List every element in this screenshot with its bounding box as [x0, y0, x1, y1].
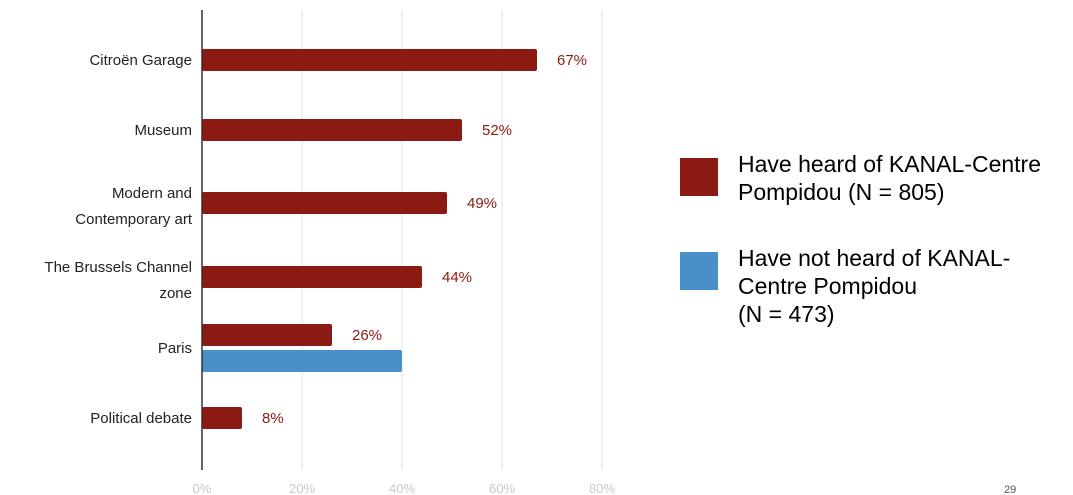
data-label-paris-series-1: 26%: [352, 327, 382, 344]
category-label-the-brussels-channel-zone: The Brussels Channel zone: [44, 259, 192, 302]
bar-the-brussels-channel-zone-series-1: [202, 266, 422, 288]
x-tick-labels: 0% 20% 40% 60% 80%: [193, 481, 616, 495]
bar-museum-series-1: [202, 119, 462, 141]
legend-item-not-heard: Have not heard of KANAL- Centre Pompidou…: [680, 244, 1070, 328]
bars: [202, 49, 537, 429]
data-label-citro-n-garage-series-1: 67%: [557, 52, 587, 69]
x-tick-label-60: 60%: [489, 481, 515, 495]
legend-label-heard: Have heard of KANAL-Centre Pompidou (N =…: [738, 151, 1041, 205]
category-label-citro-n-garage: Citroën Garage: [89, 52, 192, 69]
category-label-museum: Museum: [134, 122, 192, 139]
grid-lines: [301, 10, 603, 470]
x-tick-label-40: 40%: [389, 481, 415, 495]
data-label-political-debate-series-1: 8%: [262, 410, 284, 427]
category-label-paris: Paris: [158, 340, 192, 357]
legend-swatch-not-heard: [680, 252, 718, 290]
data-label-the-brussels-channel-zone-series-1: 44%: [442, 269, 472, 286]
bar-modern-and-contemporary-art-series-1: [202, 192, 447, 214]
legend-item-heard: Have heard of KANAL-Centre Pompidou (N =…: [680, 150, 1070, 206]
legend-swatch-heard: [680, 158, 718, 196]
page-number: 29: [1004, 484, 1016, 495]
bar-political-debate-series-1: [202, 407, 242, 429]
category-label-modern-and-contemporary-art: Modern and Contemporary art: [75, 185, 193, 228]
category-labels: Citroën Garage Museum Modern and Contempora…: [44, 52, 192, 427]
bar-citro-n-garage-series-1: [202, 49, 537, 71]
data-labels: 67% 52% 49% 44% 26% 8%: [262, 52, 587, 427]
bar-paris-series-2: [202, 350, 402, 372]
x-tick-label-80: 80%: [589, 481, 615, 495]
data-label-museum-series-1: 52%: [482, 122, 512, 139]
legend: Have heard of KANAL-Centre Pompidou (N =…: [680, 150, 1070, 366]
x-tick-label-20: 20%: [289, 481, 315, 495]
legend-label-not-heard: Have not heard of KANAL- Centre Pompidou…: [738, 245, 1011, 327]
data-label-modern-and-contemporary-art-series-1: 49%: [467, 195, 497, 212]
category-label-political-debate: Political debate: [90, 410, 192, 427]
x-tick-label-0: 0%: [193, 481, 212, 495]
bar-paris-series-1: [202, 324, 332, 346]
